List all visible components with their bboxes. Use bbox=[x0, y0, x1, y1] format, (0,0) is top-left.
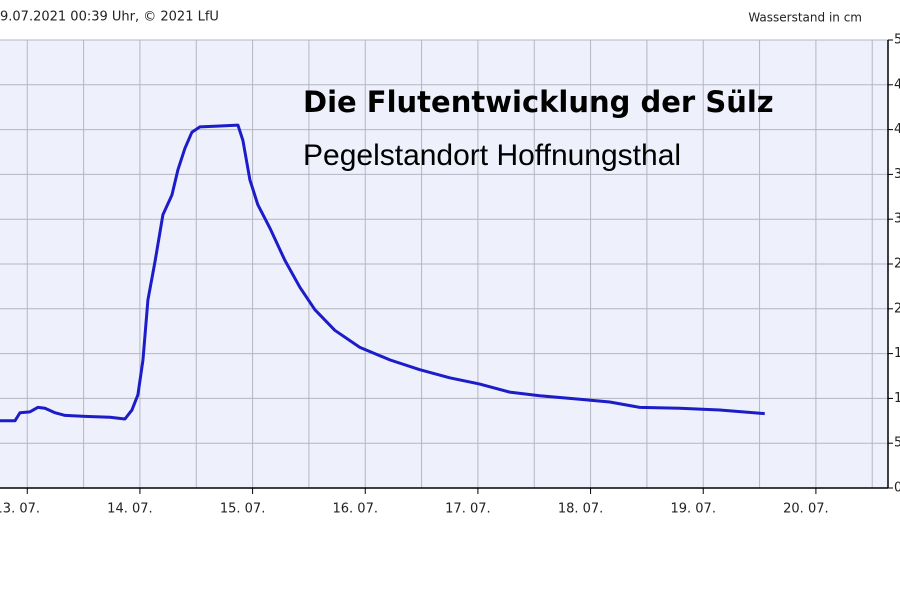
x-tick-label: 15. 07. bbox=[220, 502, 265, 517]
y-tick-label: 150 bbox=[894, 346, 900, 361]
x-tick-label: 20. 07. bbox=[783, 502, 828, 517]
x-tick-label: 17. 07. bbox=[445, 502, 490, 517]
x-tick-label: 19. 07. bbox=[670, 502, 715, 517]
y-tick-label: 300 bbox=[894, 212, 900, 227]
y-tick-label: 350 bbox=[894, 167, 900, 182]
y-axis-label: Wasserstand in cm bbox=[748, 11, 862, 25]
data-line bbox=[0, 123, 765, 423]
y-tick-label: 0 bbox=[894, 481, 900, 496]
x-tick-label: 13. 07. bbox=[0, 502, 40, 517]
x-tick-label: 18. 07. bbox=[558, 502, 603, 517]
y-tick-label: 500 bbox=[894, 33, 900, 48]
axes: 0 50 100 150 200 250 300 350 400 450 500 13. 07. 14.… bbox=[0, 33, 900, 517]
marks bbox=[0, 123, 765, 423]
chart-subtitle: Pegelstandort Hoffnungsthal bbox=[303, 139, 681, 172]
y-tick-label: 400 bbox=[894, 122, 900, 137]
y-tick-label: 250 bbox=[894, 257, 900, 272]
y-tick-label: 50 bbox=[894, 436, 900, 451]
header: 9.07.2021 00:39 Uhr, © 2021 LfU bbox=[0, 10, 219, 25]
grid bbox=[0, 39, 888, 489]
x-tick-label: 16. 07. bbox=[333, 502, 378, 517]
y-tick-label: 450 bbox=[894, 77, 900, 92]
y-tick-label: 200 bbox=[894, 301, 900, 316]
chart-title: Die Flutentwicklung der Sülz bbox=[303, 85, 774, 119]
x-tick-label: 14. 07. bbox=[107, 502, 152, 517]
y-tick-label: 100 bbox=[894, 391, 900, 406]
